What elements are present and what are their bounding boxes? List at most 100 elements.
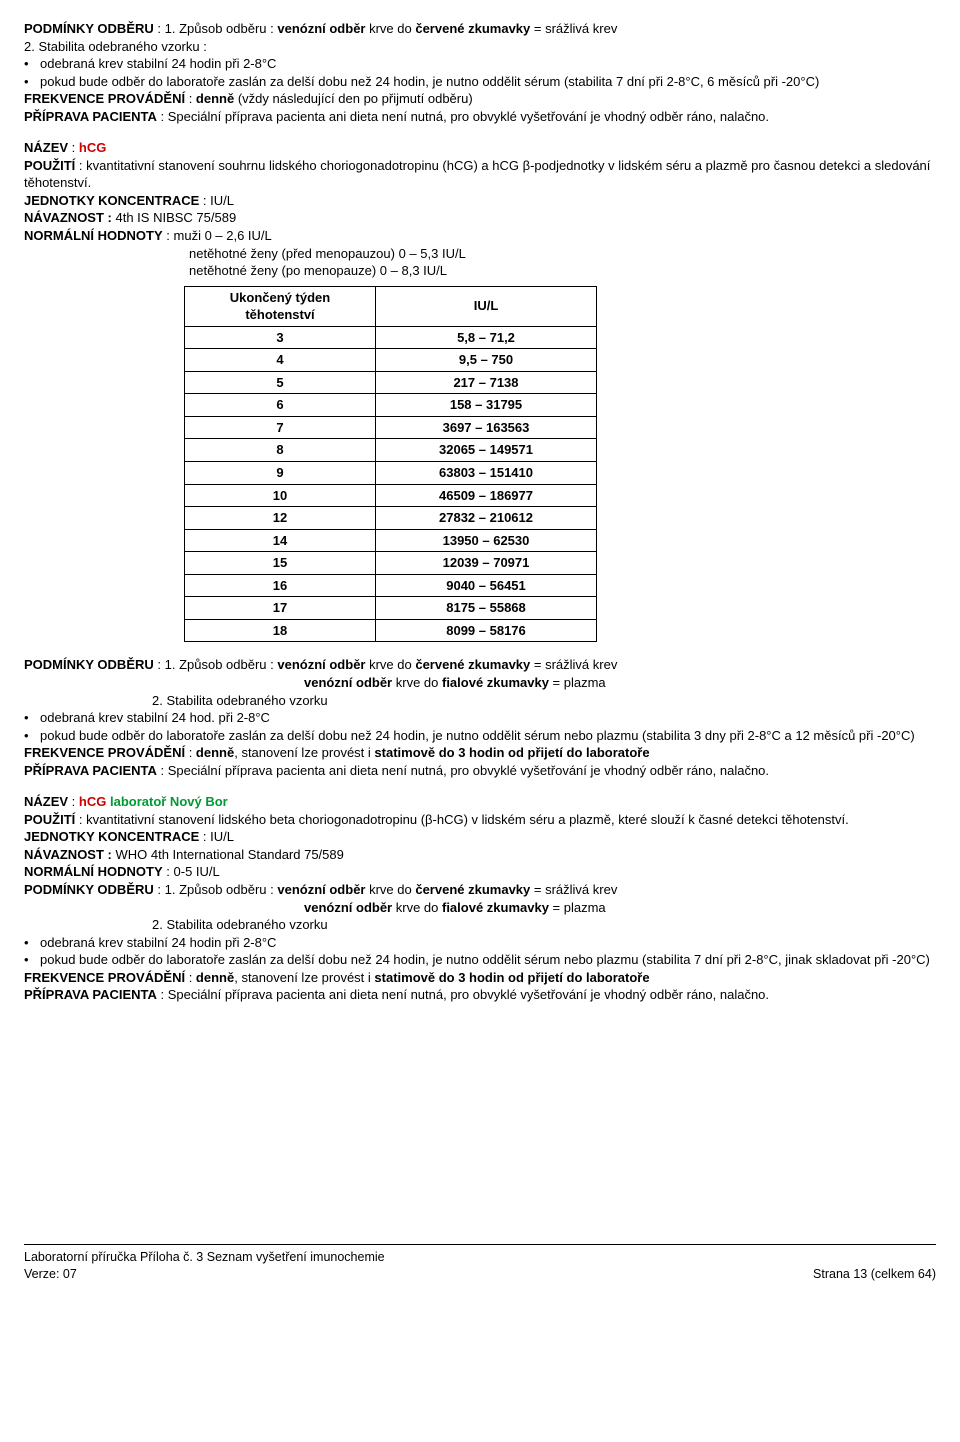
table-row: 6158 – 31795: [185, 394, 597, 417]
text: = srážlivá krev: [530, 657, 617, 672]
block-1: PODMÍNKY ODBĚRU : 1. Způsob odběru : ven…: [24, 20, 936, 125]
cell-week: 17: [185, 597, 376, 620]
bold: venózní odběr: [277, 657, 365, 672]
label: NÁVAZNOST :: [24, 847, 112, 862]
text: : kvantitativní stanovení lidského beta …: [75, 812, 848, 827]
cell-value: 9040 – 56451: [376, 574, 597, 597]
label: PŘÍPRAVA PACIENTA: [24, 109, 157, 124]
bold: venózní odběr: [277, 882, 365, 897]
cell-value: 158 – 31795: [376, 394, 597, 417]
table-row: 178175 – 55868: [185, 597, 597, 620]
text: , stanovení lze provést i: [234, 745, 374, 760]
bold: červené zkumavky: [415, 21, 530, 36]
footer-page: Strana 13 (celkem 64): [813, 1267, 936, 1281]
text: = plazma: [549, 900, 606, 915]
label: NÁZEV: [24, 794, 68, 809]
cell-week: 12: [185, 507, 376, 530]
text: netěhotné ženy (po menopauze) 0 – 8,3 IU…: [189, 263, 447, 278]
table-row: 963803 – 151410: [185, 462, 597, 485]
cell-value: 12039 – 70971: [376, 552, 597, 575]
text: : Speciální příprava pacienta ani dieta …: [157, 763, 769, 778]
text: WHO 4th International Standard 75/589: [112, 847, 344, 862]
label: POUŽITÍ: [24, 158, 75, 173]
bold: venózní odběr: [277, 21, 365, 36]
table-row: 1046509 – 186977: [185, 484, 597, 507]
block-4: NÁZEV : hCG laboratoř Nový Bor POUŽITÍ :…: [24, 793, 936, 1004]
table-row: 169040 – 56451: [185, 574, 597, 597]
text: 2. Stabilita odebraného vzorku: [152, 917, 328, 932]
page-footer: Laboratorní příručka Příloha č. 3 Seznam…: [24, 1244, 936, 1283]
cell-week: 9: [185, 462, 376, 485]
bold: červené zkumavky: [415, 882, 530, 897]
table-row: 49,5 – 750: [185, 349, 597, 372]
th-iul: IU/L: [376, 286, 597, 326]
footer-line2: Verze: 07: [24, 1266, 385, 1283]
cell-value: 8099 – 58176: [376, 619, 597, 642]
cell-week: 4: [185, 349, 376, 372]
cell-week: 10: [185, 484, 376, 507]
bold: venózní odběr: [304, 675, 392, 690]
bold: fialové zkumavky: [442, 900, 549, 915]
bold: statimově do 3 hodin od přijetí do labor…: [374, 970, 649, 985]
cell-week: 5: [185, 371, 376, 394]
text: : IU/L: [199, 829, 234, 844]
text: (vždy následující den po přijmutí odběru…: [238, 91, 473, 106]
text: : Speciální příprava pacienta ani dieta …: [157, 109, 769, 124]
name-extra: laboratoř Nový Bor: [106, 794, 227, 809]
bullet-text: odebraná krev stabilní 24 hodin při 2-8°…: [40, 56, 276, 71]
bold: denně: [196, 745, 234, 760]
label: PŘÍPRAVA PACIENTA: [24, 763, 157, 778]
table-row: 188099 – 58176: [185, 619, 597, 642]
bullet-text: odebraná krev stabilní 24 hodin při 2-8°…: [40, 935, 276, 950]
cell-value: 217 – 7138: [376, 371, 597, 394]
text: netěhotné ženy (před menopauzou) 0 – 5,3…: [189, 246, 466, 261]
text: : muži 0 – 2,6 IU/L: [163, 228, 272, 243]
name-value: hCG: [79, 794, 106, 809]
bold: statimově do 3 hodin od přijetí do labor…: [374, 745, 649, 760]
cell-value: 46509 – 186977: [376, 484, 597, 507]
text: krve do: [365, 657, 415, 672]
text: : kvantitativní stanovení souhrnu lidské…: [24, 158, 930, 191]
label: POUŽITÍ: [24, 812, 75, 827]
cell-week: 16: [185, 574, 376, 597]
bullet-text: odebraná krev stabilní 24 hod. při 2-8°C: [40, 710, 270, 725]
label: PODMÍNKY ODBĚRU: [24, 882, 154, 897]
label: NÁZEV: [24, 140, 68, 155]
cell-value: 32065 – 149571: [376, 439, 597, 462]
label: NORMÁLNÍ HODNOTY: [24, 864, 163, 879]
table-row: 73697 – 163563: [185, 416, 597, 439]
block-3: PODMÍNKY ODBĚRU : 1. Způsob odběru : ven…: [24, 656, 936, 779]
th-week: Ukončený týden těhotenství: [185, 286, 376, 326]
label: PODMÍNKY ODBĚRU: [24, 657, 154, 672]
text: :: [185, 970, 196, 985]
cell-week: 15: [185, 552, 376, 575]
bold: denně: [196, 970, 234, 985]
bold: fialové zkumavky: [442, 675, 549, 690]
cell-value: 8175 – 55868: [376, 597, 597, 620]
label: PODMÍNKY ODBĚRU: [24, 21, 154, 36]
label: JEDNOTKY KONCENTRACE: [24, 193, 199, 208]
label: FREKVENCE PROVÁDĚNÍ: [24, 91, 185, 106]
cell-value: 5,8 – 71,2: [376, 326, 597, 349]
text: , stanovení lze provést i: [234, 970, 374, 985]
text: = srážlivá krev: [530, 882, 617, 897]
text: krve do: [365, 21, 415, 36]
cell-week: 6: [185, 394, 376, 417]
bold: červené zkumavky: [415, 657, 530, 672]
text: :: [185, 745, 196, 760]
text: krve do: [392, 900, 442, 915]
table-row: 35,8 – 71,2: [185, 326, 597, 349]
text: : 1. Způsob odběru :: [154, 657, 278, 672]
text: : 0-5 IU/L: [163, 864, 220, 879]
text: : 1. Způsob odběru :: [154, 882, 278, 897]
text: = srážlivá krev: [530, 21, 617, 36]
text: :: [68, 140, 79, 155]
cell-value: 63803 – 151410: [376, 462, 597, 485]
name-value: hCG: [79, 140, 106, 155]
cell-value: 27832 – 210612: [376, 507, 597, 530]
bold: denně: [196, 91, 238, 106]
text: 2. Stabilita odebraného vzorku: [152, 693, 328, 708]
cell-value: 9,5 – 750: [376, 349, 597, 372]
text: = plazma: [549, 675, 606, 690]
label: NÁVAZNOST :: [24, 210, 112, 225]
